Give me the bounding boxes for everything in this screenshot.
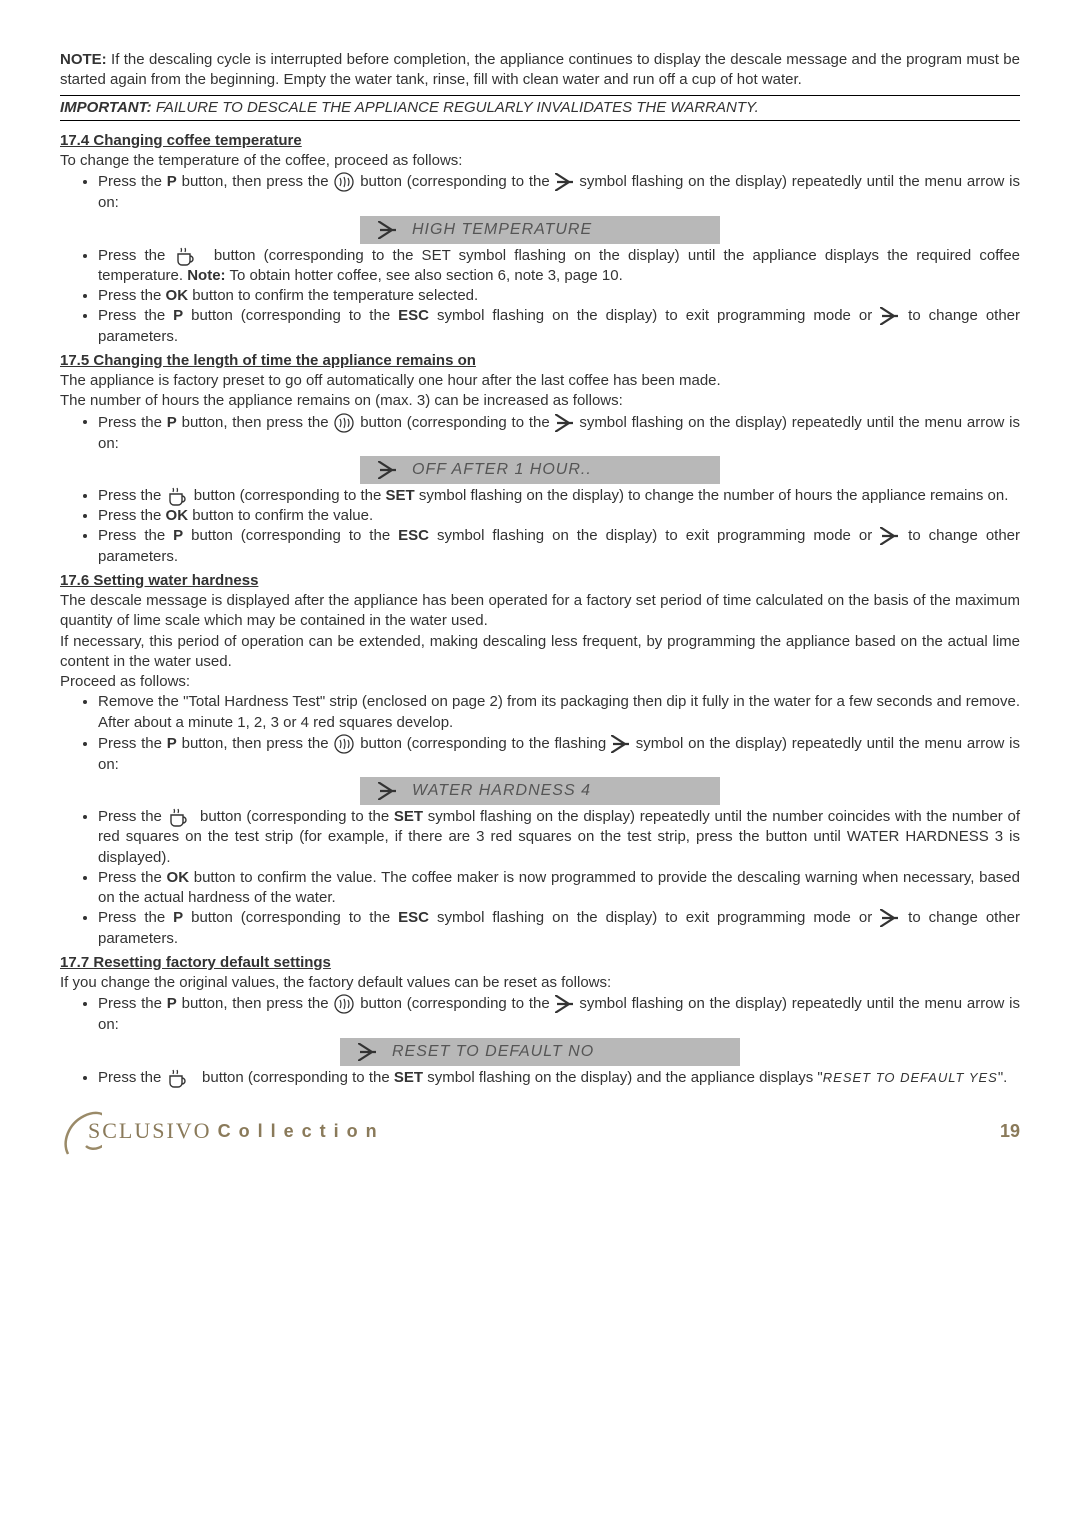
display-text: RESET TO DEFAULT NO (340, 1041, 594, 1063)
list-item: Press the P button, then press the butto… (98, 171, 1020, 213)
section-17-6-intro2: If necessary, this period of operation c… (60, 632, 1020, 673)
cup-icon (167, 807, 191, 827)
display-bar-wrap: HIGH TEMPERATURE (60, 216, 1020, 244)
display-bar: WATER HARDNESS 4 (360, 777, 720, 805)
arrow-icon (358, 1043, 378, 1061)
section-17-5-intro2: The number of hours the appliance remain… (60, 391, 1020, 411)
steam-icon (333, 412, 355, 434)
section-17-6-intro3: Proceed as follows: (60, 672, 1020, 692)
section-17-6-title: 17.6 Setting water hardness (60, 571, 1020, 591)
arrow-icon (880, 527, 900, 545)
note-text: If the descaling cycle is interrupted be… (60, 51, 1020, 88)
display-bar-wrap: WATER HARDNESS 4 (60, 777, 1020, 805)
important-label: IMPORTANT: (60, 99, 152, 116)
steam-icon (333, 171, 355, 193)
list-item: Press the P button (corresponding to the… (98, 526, 1020, 567)
cup-icon (174, 246, 198, 266)
list-item: Press the OK button to confirm the tempe… (98, 286, 1020, 306)
cup-icon (166, 486, 190, 506)
list-item: Press the button (corresponding to the S… (98, 1068, 1020, 1088)
display-bar: OFF AFTER 1 HOUR.. (360, 456, 720, 484)
arrow-icon (555, 173, 575, 191)
note-label: NOTE: (60, 51, 107, 68)
list-item: Press the button (corresponding to the S… (98, 246, 1020, 287)
display-bar-wrap: RESET TO DEFAULT NO (60, 1038, 1020, 1066)
list-item: Remove the "Total Hardness Test" strip (… (98, 692, 1020, 733)
arrow-icon (880, 909, 900, 927)
section-17-5-intro1: The appliance is factory preset to go of… (60, 371, 1020, 391)
arrow-icon (880, 307, 900, 325)
list-item: Press the P button, then press the butto… (98, 993, 1020, 1035)
arrow-icon (378, 461, 398, 479)
important-text: FAILURE TO DESCALE THE APPLIANCE REGULAR… (152, 99, 759, 116)
arrow-icon (555, 414, 575, 432)
list-item: Press the P button (corresponding to the… (98, 908, 1020, 949)
section-17-4-title: 17.4 Changing coffee temperature (60, 131, 1020, 151)
cup-icon (166, 1068, 190, 1088)
display-bar: HIGH TEMPERATURE (360, 216, 720, 244)
display-bar: RESET TO DEFAULT NO (340, 1038, 740, 1066)
note-block: NOTE: If the descaling cycle is interrup… (60, 50, 1020, 91)
page-number: 19 (1000, 1119, 1020, 1143)
display-bar-wrap: OFF AFTER 1 HOUR.. (60, 456, 1020, 484)
arrow-icon (378, 782, 398, 800)
important-block: IMPORTANT: FAILURE TO DESCALE THE APPLIA… (60, 95, 1020, 121)
list-item: Press the P button (corresponding to the… (98, 306, 1020, 347)
arrow-icon (555, 995, 575, 1013)
list-item: Press the P button, then press the butto… (98, 733, 1020, 775)
list-item: Press the P button, then press the butto… (98, 412, 1020, 454)
arrow-icon (611, 735, 631, 753)
steam-icon (333, 993, 355, 1015)
section-17-6-intro1: The descale message is displayed after t… (60, 591, 1020, 632)
footer-brand: SCLUSIVO Collection (60, 1106, 385, 1156)
section-17-7-intro: If you change the original values, the f… (60, 973, 1020, 993)
page-footer: SCLUSIVO Collection 19 (60, 1106, 1020, 1156)
list-item: Press the OK button to confirm the value… (98, 868, 1020, 909)
section-17-7-title: 17.7 Resetting factory default settings (60, 953, 1020, 973)
list-item: Press the button (corresponding to the S… (98, 807, 1020, 868)
section-17-5-title: 17.5 Changing the length of time the app… (60, 351, 1020, 371)
list-item: Press the OK button to confirm the value… (98, 506, 1020, 526)
list-item: Press the button (corresponding to the S… (98, 486, 1020, 506)
arrow-icon (378, 221, 398, 239)
section-17-4-intro: To change the temperature of the coffee,… (60, 151, 1020, 171)
steam-icon (333, 733, 355, 755)
